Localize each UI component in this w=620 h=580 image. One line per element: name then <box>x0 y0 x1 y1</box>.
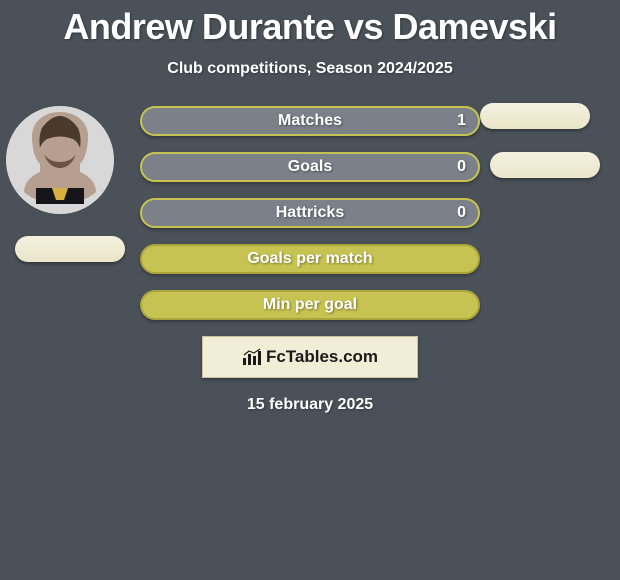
stat-bar-label: Goals <box>288 158 332 176</box>
stat-bar-value: 1 <box>457 112 466 130</box>
player-right-name-tag-2 <box>490 152 600 178</box>
player-left-name-tag <box>15 236 125 262</box>
stat-bars: Matches 1 Goals 0 Hattricks 0 Goals per match M… <box>140 106 480 320</box>
player-left-avatar <box>6 106 114 214</box>
stat-bar-label: Goals per match <box>247 250 372 268</box>
stat-bar: Matches 1 <box>140 106 480 136</box>
stat-bar: Hattricks 0 <box>140 198 480 228</box>
stat-bar: Goals 0 <box>140 152 480 182</box>
stat-bar: Goals per match <box>140 244 480 274</box>
date-text: 15 february 2025 <box>0 396 620 414</box>
logo-label: FcTables.com <box>266 347 378 367</box>
page-title: Andrew Durante vs Damevski <box>0 0 620 48</box>
avatar-icon <box>6 106 114 214</box>
player-right-name-tag-1 <box>480 103 590 129</box>
logo-text: FcTables.com <box>242 347 378 367</box>
stat-bar-value: 0 <box>457 204 466 222</box>
stat-bar-label: Hattricks <box>276 204 344 222</box>
logo-box: FcTables.com <box>202 336 418 378</box>
stat-bar-label: Matches <box>278 112 342 130</box>
stat-bar-label: Min per goal <box>263 296 357 314</box>
chart-icon <box>242 348 262 366</box>
comparison-content: Matches 1 Goals 0 Hattricks 0 Goals per match M… <box>0 106 620 320</box>
stat-bar: Min per goal <box>140 290 480 320</box>
stat-bar-value: 0 <box>457 158 466 176</box>
page-subtitle: Club competitions, Season 2024/2025 <box>0 60 620 78</box>
